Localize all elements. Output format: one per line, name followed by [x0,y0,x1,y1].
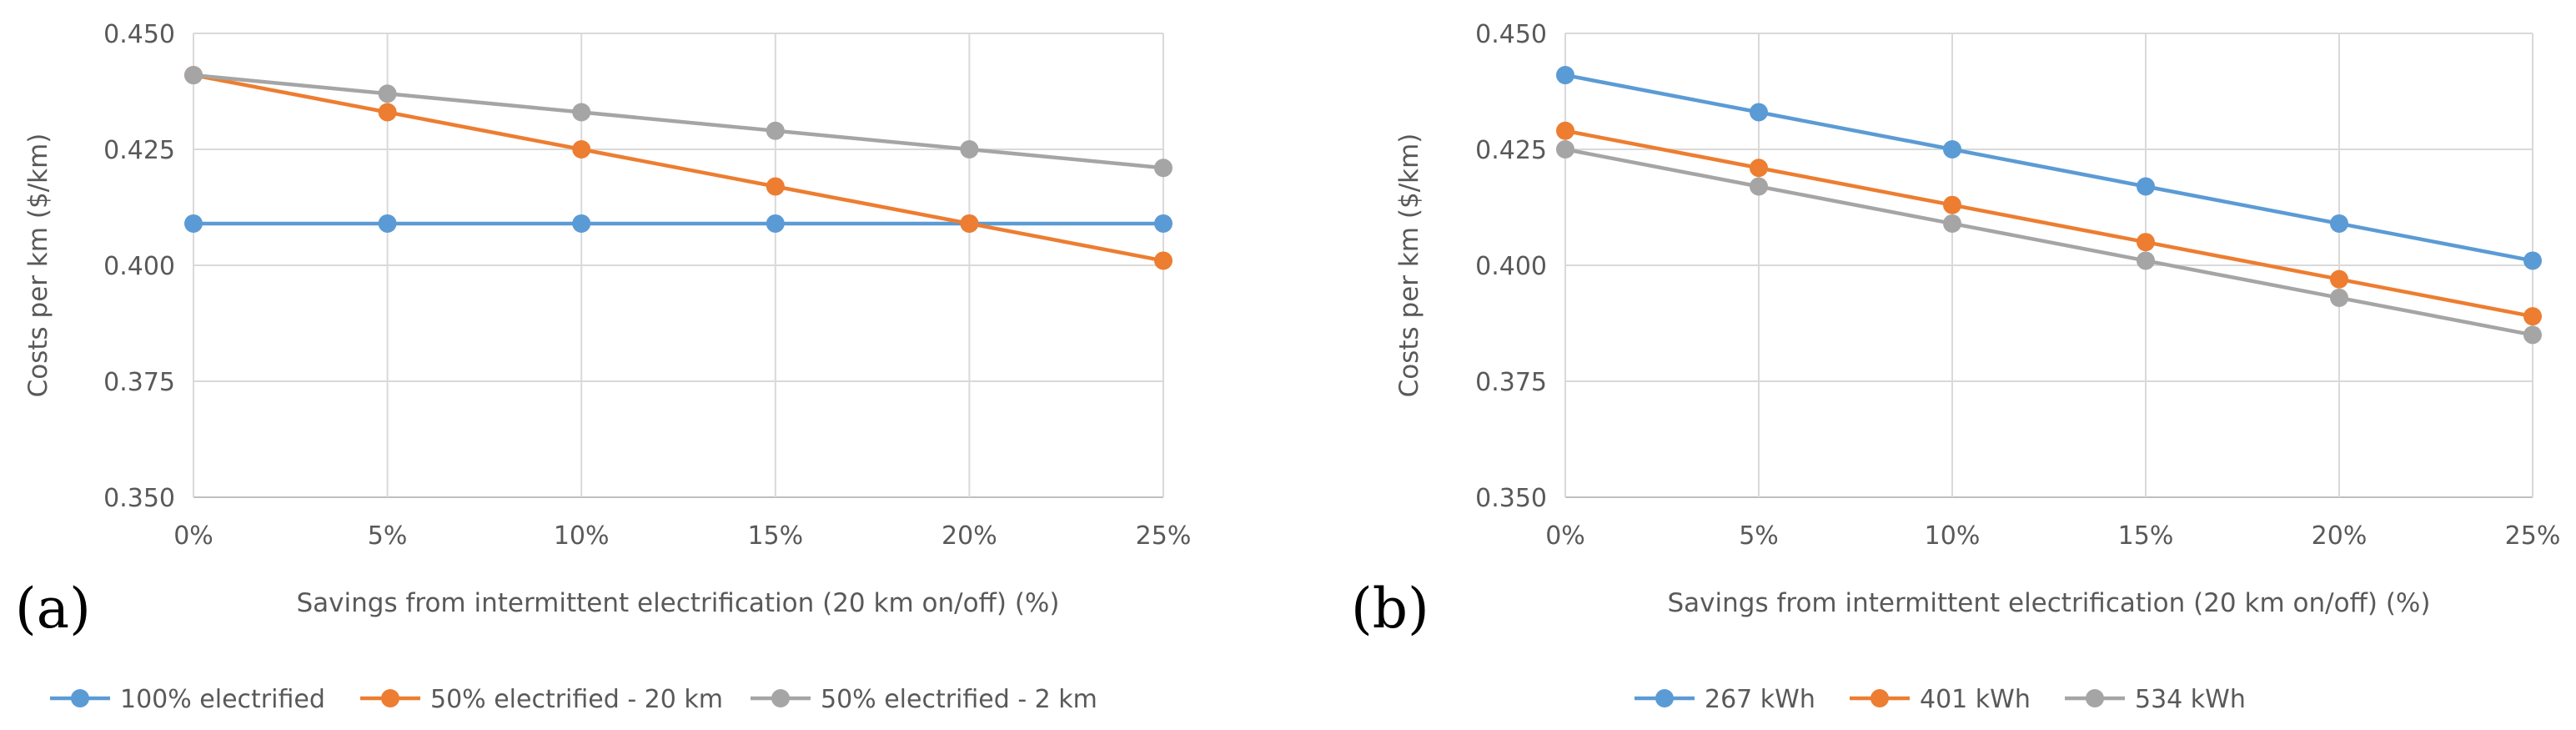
data-point [766,177,785,196]
data-point [1154,214,1173,233]
x-axis-title: Savings from intermittent electrificatio… [297,588,1060,618]
x-tick-label: 0% [173,521,213,551]
data-point [1154,159,1173,178]
data-point [1750,103,1768,122]
x-tick-label: 20% [942,521,997,551]
data-point [378,84,397,103]
x-tick-label: 10% [1925,521,1981,551]
legend-label: 100% electrified [120,685,325,714]
data-point [1750,159,1768,178]
chart-panel-b: 0.350 0.375 0.400 0.425 0.450 0% 5% 10% 15% 20% 25… [1351,20,2560,714]
x-tick-label: 0% [1545,521,1585,551]
x-tick-label: 15% [2118,521,2174,551]
data-point [184,214,203,233]
x-axis-title: Savings from intermittent electrificatio… [1668,588,2431,618]
legend-label: 50% electrified - 2 km [821,685,1097,714]
series-line [1564,147,2533,337]
data-point [2330,288,2348,307]
data-point [2523,307,2542,326]
data-point [1943,140,1961,159]
series-line [193,73,1164,263]
y-tick-label: 0.450 [1475,20,1547,49]
data-point [2137,251,2155,270]
data-point [1556,66,1574,85]
data-point [1556,121,1574,140]
data-point [2330,214,2348,233]
x-tick-label: 25% [1136,521,1192,551]
data-point [378,103,397,122]
x-tick-label: 5% [368,521,408,551]
data-point [184,66,203,85]
y-tick-label: 0.375 [103,368,175,397]
y-tick-label: 0.375 [1475,368,1547,397]
data-point [2523,251,2542,270]
y-tick-label: 0.350 [103,484,175,513]
series-line [193,73,1164,170]
legend-marker [71,689,89,707]
x-tick-label: 10% [554,521,610,551]
y-tick-label: 0.425 [1475,136,1547,165]
data-point [1556,140,1574,159]
data-point [2137,233,2155,252]
data-point [960,214,979,233]
data-point [572,214,591,233]
series-line [1564,128,2533,319]
legend-marker [381,689,399,707]
data-point [2330,269,2348,289]
legend-label: 50% electrified - 20 km [430,685,723,714]
data-point [1750,177,1768,196]
series-line [1564,73,2533,263]
data-point [572,103,591,122]
data-point [378,214,397,233]
legend-marker [1870,689,1889,707]
x-tick-label: 25% [2505,521,2561,551]
legend-label: 534 kWh [2135,685,2246,714]
legend-marker [2086,689,2104,707]
x-tick-label: 15% [747,521,803,551]
data-point [2137,177,2155,196]
data-point [2523,325,2542,345]
data-point [1154,251,1173,270]
legend-marker [1655,689,1674,707]
x-tick-label: 20% [2312,521,2368,551]
x-tick-label: 5% [1739,521,1779,551]
y-tick-label: 0.425 [103,136,175,165]
data-point [766,214,785,233]
y-tick-label: 0.400 [103,252,175,281]
panel-label: (b) [1351,576,1429,641]
data-point [1943,195,1961,214]
y-tick-label: 0.450 [103,20,175,49]
data-point [1943,214,1961,233]
y-tick-label: 0.400 [1475,252,1547,281]
data-point [960,140,979,159]
data-point [766,121,785,140]
legend-label: 267 kWh [1705,685,1815,714]
chart-panel-a: 0.350 0.375 0.400 0.425 0.450 0% 5% 10% 15% 20% 25… [15,20,1191,714]
legend-label: 401 kWh [1920,685,2031,714]
y-tick-label: 0.350 [1475,484,1547,513]
y-axis-title: Costs per km ($/km) [1394,133,1424,398]
panel-label: (a) [15,576,91,641]
data-point [572,140,591,159]
legend-marker [771,689,790,707]
y-axis-title: Costs per km ($/km) [23,133,53,398]
